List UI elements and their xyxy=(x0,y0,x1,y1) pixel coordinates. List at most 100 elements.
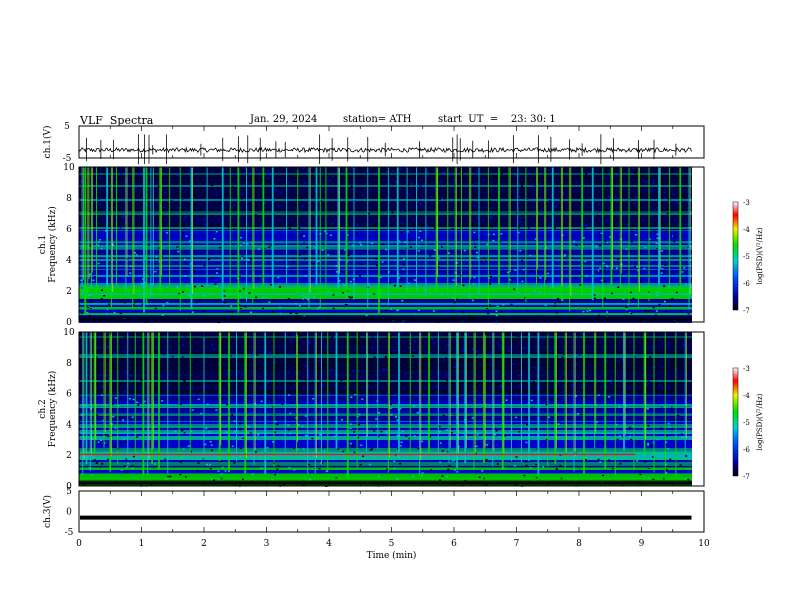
spectrogram-speckle xyxy=(595,246,598,248)
spectrogram-speckle xyxy=(283,341,286,344)
spectrogram-speckle xyxy=(86,311,89,314)
spectrogram-speckle xyxy=(419,184,422,187)
spectrogram-speckle xyxy=(408,239,411,242)
spectrogram-speckle xyxy=(552,460,555,462)
spectrogram-row xyxy=(79,195,692,197)
spectrogram-speckle xyxy=(184,380,187,383)
spectrogram-row xyxy=(79,346,692,348)
spectrogram-speckle xyxy=(402,258,405,260)
spectrogram-speckle xyxy=(140,379,143,382)
spectrogram-row xyxy=(79,219,692,221)
spectrogram-speckle xyxy=(93,459,96,461)
spectrogram-row xyxy=(79,462,692,464)
xtick-label: 0 xyxy=(76,539,82,549)
spectrogram-speckle xyxy=(627,303,630,306)
spectrogram-speckle xyxy=(467,196,470,198)
spectrogram-speckle xyxy=(487,347,490,349)
spectrogram-speckle xyxy=(585,275,588,277)
spectrogram-speckle xyxy=(196,201,199,203)
spectrogram-speckle xyxy=(164,458,167,460)
spectrogram-speckle xyxy=(87,225,90,227)
spectrogram-row xyxy=(79,466,692,468)
spectrogram-speckle xyxy=(615,452,618,455)
spectrogram-speckle xyxy=(535,428,538,431)
date-label: Jan. 29, 2024 xyxy=(250,114,318,125)
spectrogram-row xyxy=(79,384,692,386)
spectrogram-speckle xyxy=(399,168,402,170)
spectrogram-speckle xyxy=(379,276,382,279)
spectrogram-speckle xyxy=(533,184,536,187)
spectrogram-speckle xyxy=(304,415,307,417)
spectrogram-speckle xyxy=(656,351,659,354)
spectrogram-speckle xyxy=(476,172,479,175)
spectrogram-speckle xyxy=(295,313,298,315)
spectrogram-speckle xyxy=(98,349,101,351)
spectrogram-speckle xyxy=(475,251,478,254)
spectrogram-speckle xyxy=(488,304,491,306)
spectrogram-row xyxy=(79,183,692,185)
spectrogram-speckle xyxy=(128,201,131,203)
spectrogram-speckle xyxy=(220,473,223,475)
spectrogram-speckle xyxy=(404,177,406,179)
spectrogram-row xyxy=(79,376,692,378)
spectrogram-speckle xyxy=(476,256,479,259)
xtick-label: 10 xyxy=(698,539,710,549)
spectrogram-speckle xyxy=(369,449,372,451)
spectrogram-speckle xyxy=(255,296,258,298)
spectrogram-speckle xyxy=(437,266,440,268)
spectrogram-speckle xyxy=(298,226,301,228)
spectrogram-speckle xyxy=(119,441,122,444)
spectrogram-speckle xyxy=(390,367,393,369)
spectrogram-speckle xyxy=(342,284,345,286)
spectrogram-speckle xyxy=(408,368,411,370)
spectrogram-speckle xyxy=(170,199,173,202)
spectrogram-speckle xyxy=(446,373,448,376)
spectrogram-speckle xyxy=(532,369,535,372)
spectrogram-speckle xyxy=(489,353,492,355)
spectrogram-speckle xyxy=(458,373,461,376)
spectrogram-speckle xyxy=(639,471,641,473)
spectrogram-speckle xyxy=(476,390,479,393)
spectrogram-speckle xyxy=(646,408,649,410)
spectrogram-speckle xyxy=(218,479,221,481)
spectrogram-speckle xyxy=(649,190,652,192)
spectrogram-speckle xyxy=(303,182,306,184)
spectrogram-speckle xyxy=(269,352,272,354)
spectrogram-speckle xyxy=(484,260,487,262)
spectrogram-speckle xyxy=(211,449,214,452)
spectrogram-speckle xyxy=(197,398,200,401)
spectrogram-speckle xyxy=(652,478,655,480)
spectrogram-speckle xyxy=(408,176,411,178)
spectrogram-speckle xyxy=(520,185,523,187)
spectrogram-speckle xyxy=(256,354,259,356)
spectrogram-speckle xyxy=(680,200,683,203)
spectrogram-speckle xyxy=(487,313,490,315)
spectrogram-row xyxy=(79,269,692,271)
spectrogram-speckle xyxy=(157,185,160,187)
spectrogram-speckle xyxy=(230,355,232,357)
spectrogram-speckle xyxy=(439,479,441,481)
spectrogram-speckle xyxy=(343,292,346,294)
spectrogram-speckle xyxy=(422,218,425,220)
spectrogram-speckle xyxy=(276,423,279,425)
spectrogram-speckle xyxy=(349,427,352,430)
spectrogram-speckle xyxy=(421,440,424,443)
spectrogram-speckle xyxy=(382,369,385,372)
spectrogram-speckle xyxy=(485,444,488,446)
spectrogram-speckle xyxy=(577,196,580,199)
spectrogram-speckle xyxy=(413,411,416,413)
spectrogram-speckle xyxy=(429,196,432,198)
spectrogram-speckle xyxy=(121,216,124,218)
spectrogram-speckle xyxy=(673,235,676,238)
spectrogram-speckle xyxy=(319,380,322,382)
spectrogram-speckle xyxy=(399,463,402,465)
spectrogram-speckle xyxy=(238,422,241,425)
spectrogram-speckle xyxy=(294,376,297,379)
spectrogram-speckle xyxy=(385,248,388,251)
spectrogram-speckle xyxy=(102,420,105,422)
spectrogram-speckle xyxy=(217,470,220,472)
spectrogram-speckle xyxy=(583,203,586,205)
spectrogram-speckle xyxy=(329,234,332,237)
spectrogram-speckle xyxy=(205,427,208,430)
spectrogram-speckle xyxy=(555,468,558,470)
